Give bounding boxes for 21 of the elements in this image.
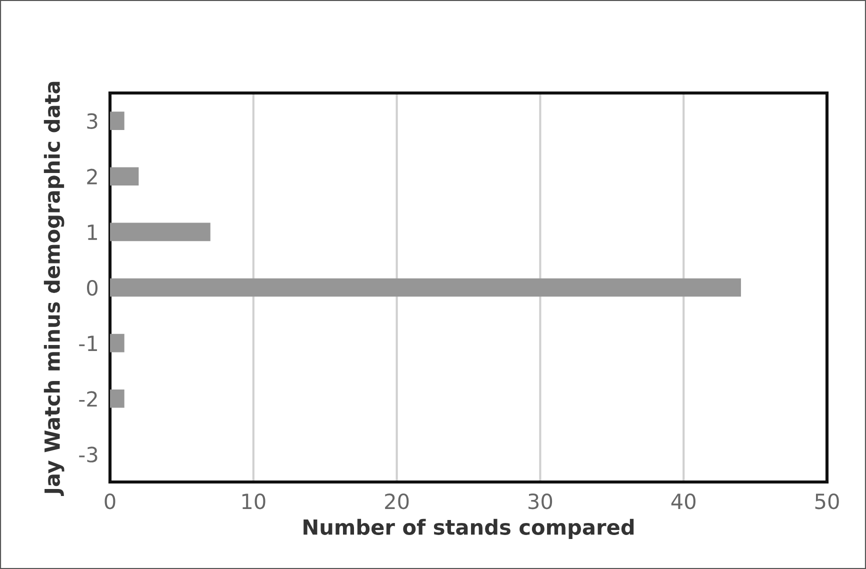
- bar: [110, 389, 124, 408]
- bar: [110, 334, 124, 352]
- x-axis-title: Number of stands compared: [304, 518, 634, 539]
- x-tick-label: 50: [815, 493, 839, 510]
- y-tick-label: 2: [87, 168, 97, 184]
- x-tick-label: 10: [242, 493, 266, 510]
- bar: [110, 222, 210, 242]
- bar: [110, 112, 124, 130]
- bar: [110, 278, 741, 297]
- y-axis-title: Jay Watch minus demographic data: [44, 82, 64, 496]
- x-tick-label: 40: [671, 493, 696, 510]
- x-tick-label: 30: [528, 493, 552, 510]
- y-tick-label: -2: [79, 391, 97, 407]
- x-tick-label: 0: [104, 493, 116, 510]
- y-tick-label: 1: [88, 224, 97, 240]
- y-tick-label: 0: [87, 280, 98, 296]
- bar: [110, 167, 139, 186]
- y-tick-label: -1: [79, 336, 97, 351]
- y-tick-label: 3: [87, 113, 98, 129]
- y-tick-label: -3: [79, 446, 98, 462]
- x-tick-label: 20: [385, 493, 409, 510]
